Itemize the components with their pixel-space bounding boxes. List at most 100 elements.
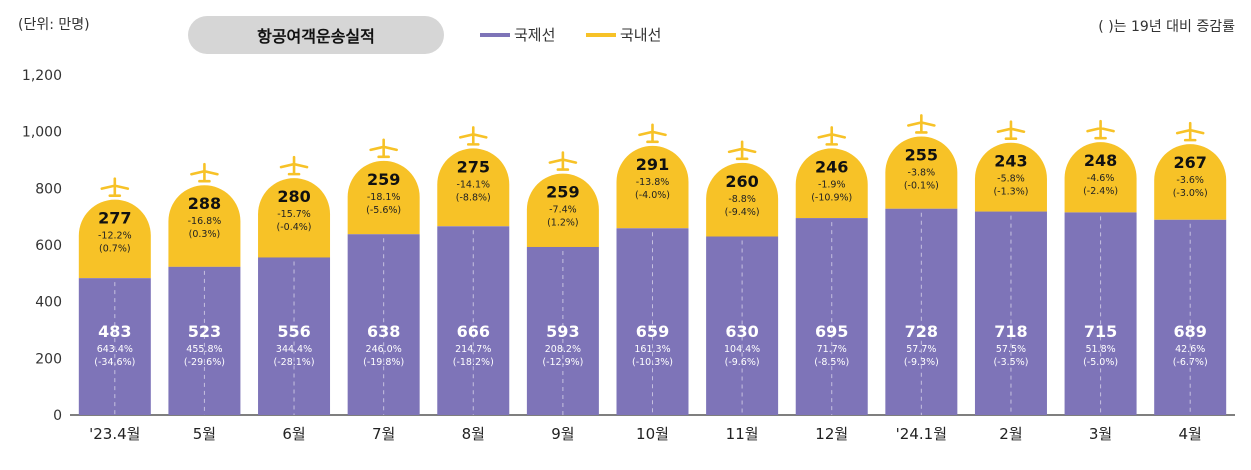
bar-domestic [437,148,510,227]
domestic-vs19-label: (0.7%) [99,244,131,255]
x-tick-label: 7월 [372,425,395,443]
international-value-label: 659 [636,322,669,341]
x-tick-label: 12월 [815,425,848,443]
domestic-rate-label: -14.1% [456,179,490,190]
airplane-icon [727,140,757,161]
bar-domestic [526,173,599,247]
international-rate-label: 455.8% [186,344,222,355]
y-tick-label: 1,000 [22,125,62,141]
bar-domestic [258,178,331,258]
international-vs19-label: (-18.2%) [453,357,494,368]
international-vs19-label: (-3.5%) [993,357,1028,368]
legend-international-swatch [480,32,510,37]
x-tick-label: 11월 [726,425,759,443]
international-value-label: 483 [98,322,131,341]
international-vs19-label: (-10.3%) [632,357,673,368]
airplane-icon [1175,121,1205,142]
legend-domestic-swatch [586,32,616,37]
international-vs19-label: (-29.6%) [184,357,225,368]
international-vs19-label: (-28.1%) [274,357,315,368]
domestic-value-label: 288 [188,194,221,213]
international-value-label: 638 [367,322,400,341]
domestic-value-label: 259 [367,170,400,189]
airplane-icon [907,114,936,134]
airplane-icon [190,162,219,183]
bar-international [1154,219,1227,415]
domestic-rate-label: -4.6% [1087,173,1115,184]
x-tick-label: 6월 [282,425,305,443]
domestic-rate-label: -12.2% [98,231,132,242]
domestic-rate-label: -13.8% [636,177,670,188]
airplane-icon [100,177,130,197]
bar-domestic [1154,144,1227,220]
airplane-icon [279,155,309,176]
unit-label: (단위: 만명) [18,17,90,33]
international-value-label: 689 [1173,322,1206,341]
international-vs19-label: (-9.6%) [725,357,760,368]
domestic-vs19-label: (-8.8%) [456,192,491,203]
bar-domestic [78,199,151,279]
domestic-value-label: 243 [994,152,1027,171]
bar-international [168,266,241,415]
bar-domestic [974,142,1047,212]
international-rate-label: 57.7% [906,344,936,355]
domestic-rate-label: -1.9% [818,179,846,190]
x-tick-label: 4월 [1179,425,1202,443]
domestic-value-label: 291 [636,155,669,174]
international-rate-label: 214.7% [455,344,491,355]
airplane-icon [369,138,398,159]
bar-domestic [168,185,241,267]
international-value-label: 715 [1084,322,1117,341]
domestic-value-label: 277 [98,209,131,228]
legend-international: 국제선 [480,24,555,45]
legend-domestic-label: 국내선 [620,26,662,44]
y-tick-label: 1,200 [22,68,62,84]
bar-domestic [706,162,779,237]
domestic-vs19-label: (-5.6%) [366,205,401,216]
international-vs19-label: (-5.0%) [1083,357,1118,368]
y-tick-label: 200 [35,351,62,367]
domestic-vs19-label: (-9.4%) [725,207,760,218]
international-vs19-label: (-34.6%) [94,357,135,368]
international-value-label: 523 [188,322,221,341]
domestic-vs19-label: (-0.1%) [904,180,939,191]
domestic-rate-label: -3.6% [1176,175,1204,186]
domestic-vs19-label: (-10.9%) [811,192,852,203]
airplane-icon [996,120,1026,141]
x-tick-label: 8월 [462,425,485,443]
airplane-icon [458,126,488,146]
domestic-rate-label: -16.8% [188,216,222,227]
international-value-label: 556 [277,322,310,341]
bar-domestic [347,160,420,235]
international-rate-label: 42.6% [1175,344,1205,355]
domestic-value-label: 246 [815,157,848,176]
bar-domestic [795,148,868,219]
international-rate-label: 344.4% [276,344,312,355]
international-value-label: 630 [725,322,758,341]
domestic-value-label: 267 [1173,153,1206,172]
international-rate-label: 208.2% [545,344,581,355]
domestic-value-label: 280 [277,187,310,206]
bar-domestic [1064,142,1137,213]
domestic-vs19-label: (1.2%) [547,218,579,229]
domestic-value-label: 259 [546,183,579,202]
airplane-icon [1086,119,1115,140]
domestic-value-label: 255 [905,145,938,164]
international-rate-label: 71.7% [817,344,847,355]
international-vs19-label: (-6.7%) [1173,357,1208,368]
international-value-label: 695 [815,322,848,341]
domestic-value-label: 260 [725,172,758,191]
international-vs19-label: (-12.9%) [542,357,583,368]
domestic-rate-label: -15.7% [277,209,311,220]
domestic-rate-label: -3.8% [908,167,936,178]
international-rate-label: 57.5% [996,344,1026,355]
comparison-note: ( )는 19년 대비 증감률 [1098,19,1235,35]
x-tick-label: 10월 [636,425,669,443]
x-tick-label: 3월 [1089,425,1112,443]
domestic-vs19-label: (-1.3%) [993,187,1028,198]
chart-title: 항공여객운송실적 [188,16,444,54]
legend-international-label: 국제선 [514,26,556,44]
x-tick-label: '24.1월 [896,425,947,443]
y-tick-label: 600 [35,238,62,254]
